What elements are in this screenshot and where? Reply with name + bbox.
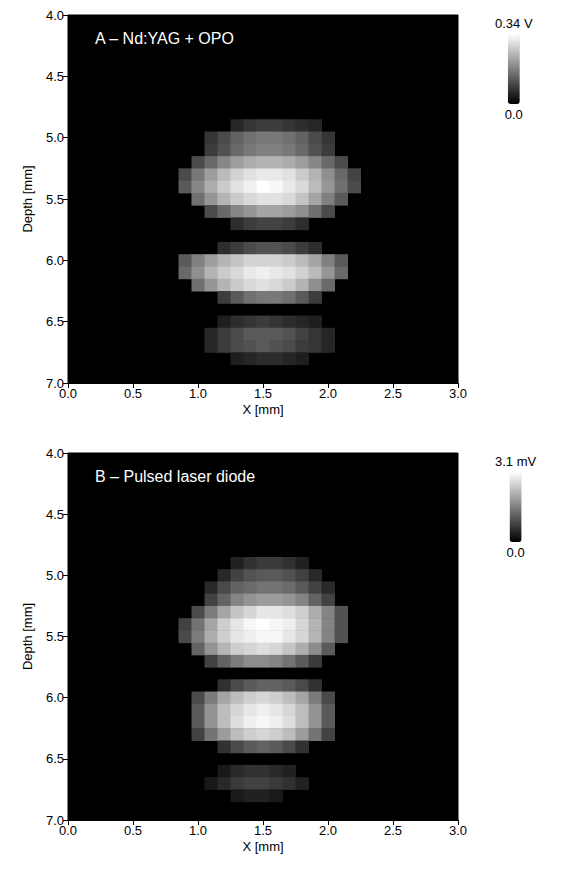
svg-text:6.5: 6.5	[46, 751, 64, 766]
svg-text:5.5: 5.5	[46, 192, 64, 207]
svg-text:1.0: 1.0	[189, 386, 207, 401]
svg-text:0.0: 0.0	[59, 823, 77, 838]
svg-text:3.0: 3.0	[449, 823, 467, 838]
svg-text:5.0: 5.0	[46, 130, 64, 145]
svg-text:3.1 mV: 3.1 mV	[495, 454, 537, 469]
svg-text:X [mm]: X [mm]	[242, 839, 283, 854]
svg-text:A – Nd:YAG + OPO: A – Nd:YAG + OPO	[95, 30, 234, 47]
svg-text:0.0: 0.0	[507, 545, 525, 560]
svg-text:4.5: 4.5	[46, 507, 64, 522]
svg-text:2.5: 2.5	[384, 386, 402, 401]
svg-text:Depth [mm]: Depth [mm]	[20, 603, 35, 670]
svg-text:0.5: 0.5	[124, 823, 142, 838]
svg-text:1.0: 1.0	[189, 823, 207, 838]
svg-text:1.5: 1.5	[254, 823, 272, 838]
svg-text:0.34 V: 0.34 V	[495, 16, 533, 31]
svg-text:5.5: 5.5	[46, 629, 64, 644]
svg-text:1.5: 1.5	[254, 386, 272, 401]
svg-text:Depth [mm]: Depth [mm]	[20, 165, 35, 232]
svg-text:2.0: 2.0	[319, 386, 337, 401]
svg-text:7.0: 7.0	[45, 375, 64, 391]
svg-text:X [mm]: X [mm]	[242, 402, 283, 417]
svg-text:0.0: 0.0	[505, 107, 523, 122]
svg-text:6.5: 6.5	[46, 314, 64, 329]
svg-text:4.5: 4.5	[46, 69, 64, 84]
svg-text:0.5: 0.5	[124, 386, 142, 401]
svg-text:4.0: 4.0	[46, 446, 64, 461]
svg-text:6.0: 6.0	[46, 253, 64, 268]
svg-text:0.0: 0.0	[59, 386, 77, 401]
svg-text:5.0: 5.0	[46, 568, 64, 583]
svg-text:6.0: 6.0	[46, 690, 64, 705]
svg-text:2.0: 2.0	[319, 823, 337, 838]
svg-text:3.0: 3.0	[449, 386, 467, 401]
svg-text:4.0: 4.0	[46, 8, 64, 23]
svg-text:B – Pulsed laser diode: B – Pulsed laser diode	[95, 468, 255, 485]
svg-text:2.5: 2.5	[384, 823, 402, 838]
svg-text:7.0: 7.0	[45, 812, 64, 828]
